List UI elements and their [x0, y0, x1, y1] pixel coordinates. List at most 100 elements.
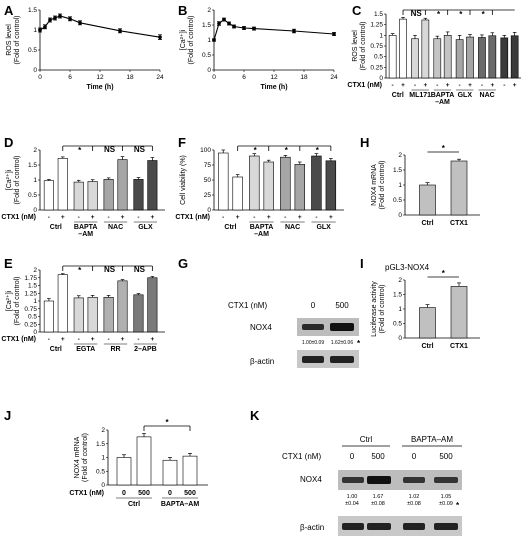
blot-g-dose-1: 500: [335, 301, 349, 310]
blot-g-ctx1-label: CTX1 (nM): [228, 301, 267, 310]
chart-e-ytick-label-4: 1: [33, 298, 37, 305]
chart-d-sign-0: -: [48, 214, 50, 221]
chart-a-ytick-label-1: 0.5: [28, 47, 37, 54]
chart-c-bar-2: [411, 38, 419, 79]
chart-f-bar-3: [263, 161, 274, 211]
chart-h-bar-0: [419, 184, 436, 216]
chart-i: 0 0.5 1 1.5 2 Luciferase activity (Fold of con…: [371, 269, 480, 350]
chart-d-bar-6: [133, 179, 144, 211]
blot-k-actin-band-2: [403, 523, 425, 530]
chart-j-ylabel-unit: (Fold of control): [82, 433, 89, 482]
chart-c-sign-5: +: [446, 82, 450, 89]
chart-b-series-line: [213, 18, 335, 41]
chart-c-ytick-label-1: 0.25: [370, 64, 383, 71]
chart-e-ytick-label-0: 0: [33, 329, 37, 336]
chart-i-ylabel-unit: (Fold of control): [379, 284, 386, 333]
chart-c-group-label-2: BAPTA: [431, 92, 455, 99]
blot-k-nox4-band-1: [367, 476, 391, 484]
chart-b-ytick-label-0: 0: [207, 67, 211, 74]
chart-a-point-2: [48, 18, 52, 22]
chart-b-ytick-label-3: 1.5: [202, 22, 211, 29]
chart-d-sign-3: +: [91, 214, 95, 221]
chart-c-sig-label-3: *: [482, 10, 486, 19]
chart-c-ytick-label-6: 1.5: [374, 11, 383, 18]
chart-h-ytick-label-1: 0.5: [393, 197, 402, 204]
chart-f-group-label-0: Ctrl: [224, 224, 236, 231]
chart-c-sign-0: -: [392, 82, 394, 89]
chart-c-sign-8: -: [481, 82, 483, 89]
blot-k-nox4-strip: [338, 470, 462, 490]
chart-b-xtick-label-3: 18: [300, 74, 308, 81]
chart-e-bar-0: [43, 300, 54, 333]
chart-f-sig-label-2: *: [316, 146, 320, 155]
blot-k-ctx1-label: CTX1 (nM): [282, 452, 321, 461]
blot-g-protein-label: NOX4: [250, 323, 272, 332]
chart-c-ytick-label-0: 0: [379, 75, 383, 82]
chart-d-bar-1: [57, 158, 68, 211]
chart-a-point-8: [158, 35, 162, 39]
chart-j-ytick-label-1: 0.5: [96, 468, 105, 475]
chart-b-xtick-label-1: 6: [242, 74, 246, 81]
panel-letter-e: E: [4, 256, 13, 271]
chart-d-bar-0: [43, 180, 54, 211]
chart-d-group-label-0: Ctrl: [50, 224, 62, 231]
blot-k-quant-bot-1: ±0.08: [371, 501, 385, 507]
blot-g-loading-label: β-actin: [250, 357, 274, 366]
chart-e-ytick-label-2: 0.5: [28, 314, 37, 321]
chart-e-sig-label-0: *: [78, 266, 82, 275]
chart-b-point-5: [242, 26, 246, 30]
chart-d-sign-4: -: [108, 214, 110, 221]
blot-k-actin-band-3: [434, 523, 458, 530]
chart-e-ctx1-label: CTX1 (nM): [1, 336, 36, 343]
chart-f-group-label-1: BAPTA: [250, 224, 274, 231]
blot-g-quant-0: 1.00±0.09: [302, 340, 324, 346]
chart-e-bar-2: [73, 297, 84, 333]
chart-j-ytick-label-0: 0: [101, 482, 105, 489]
chart-f-ytick-label-3: 75: [204, 162, 212, 169]
chart-d-sign-6: -: [137, 214, 139, 221]
chart-c-ytick-label-2: 0.5: [374, 54, 383, 61]
chart-c-bar-9: [488, 35, 497, 79]
chart-a-xtick-label-0: 0: [38, 74, 42, 81]
chart-i-ytick-label-3: 1.5: [393, 292, 402, 299]
chart-j-bar-3: [182, 455, 198, 486]
blot-k-actin-band-1: [367, 523, 391, 530]
blot-g-nox4-band-0: [302, 324, 324, 330]
chart-d-sign-5: +: [121, 214, 125, 221]
chart-e-sig-label-1: NS: [104, 265, 116, 274]
chart-e-bar-4: [103, 296, 114, 333]
chart-f-ytick-label-0: 0: [207, 207, 211, 214]
chart-e-sign-7: +: [150, 336, 154, 343]
chart-c-ytick-label-4: 1: [379, 32, 383, 39]
blot-k-group-bapta: BAPTA–AM: [411, 435, 453, 444]
chart-j: 0 0.5 1 1.5 2 NOX4 mRNA (Fold of control) 0 500 0…: [69, 418, 208, 508]
chart-b-point-2: [222, 17, 226, 22]
blot-k-dose-3: 500: [439, 452, 453, 461]
chart-j-ytick-label-3: 1.5: [96, 441, 105, 448]
chart-e-bar-7: [147, 277, 158, 333]
chart-a-xtick-label-3: 18: [126, 74, 134, 81]
blot-k-quant-top-3: 1.05: [441, 494, 452, 500]
blot-k-star: *: [456, 501, 460, 510]
chart-d-group-label-1: BAPTA: [74, 224, 98, 231]
panel-letter-f: F: [178, 135, 186, 150]
chart-c: 0 0.25 0.5 0.75 1 1.25 1.5 ROS level (Fold of co…: [347, 9, 521, 106]
chart-b-ytick-label-2: 1: [207, 37, 211, 44]
chart-j-ytick-label-2: 1: [101, 455, 105, 462]
chart-i-sig-label: *: [442, 269, 446, 278]
chart-d-bar-7: [147, 160, 158, 211]
blot-k-quant-bot-0: ±0.04: [345, 501, 359, 507]
chart-f-ctx1-label: CTX1 (nM): [175, 214, 210, 221]
chart-a-point-4: [58, 14, 62, 18]
chart-e-group-label-1: EGTA: [76, 346, 95, 353]
chart-c-ctx1-label: CTX1 (nM): [347, 82, 382, 89]
chart-e-group-label-2: RR: [110, 346, 120, 353]
chart-c-group-label-3: GLX: [458, 92, 473, 99]
chart-a-point-5: [68, 17, 72, 21]
chart-j-dose-0: 0: [122, 490, 126, 497]
chart-f-bar-4: [280, 156, 291, 211]
chart-e-ytick-label-3: 0.75: [24, 306, 37, 313]
panel-letter-h: H: [360, 135, 369, 150]
chart-f-bar-5: [294, 164, 306, 211]
